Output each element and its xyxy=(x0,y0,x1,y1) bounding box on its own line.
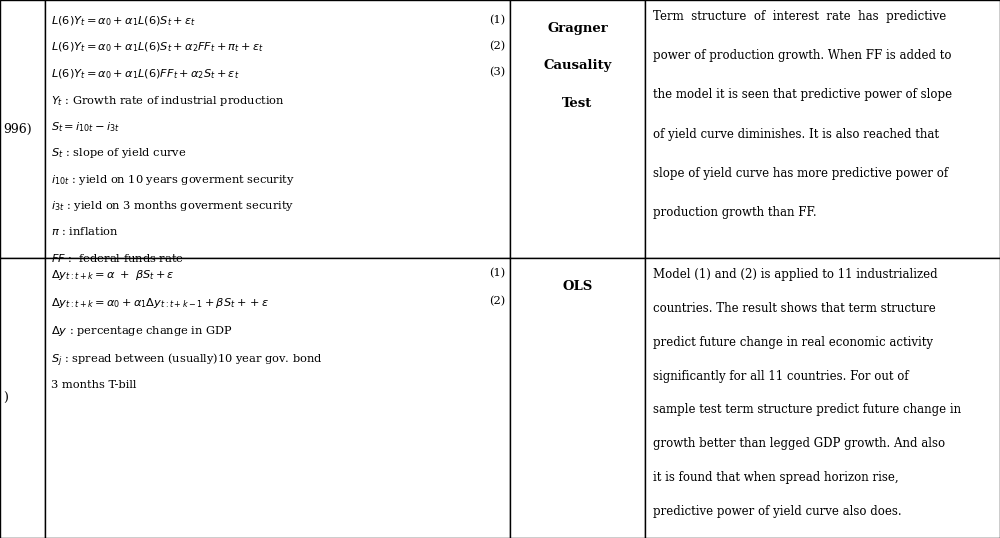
Bar xyxy=(0,258,45,538)
Text: sample test term structure predict future change in: sample test term structure predict futur… xyxy=(653,404,961,416)
Text: $L(6)Y_t = \alpha_0 + \alpha_1 L(6)FF_t + \alpha_2 S_t + \varepsilon_t$: $L(6)Y_t = \alpha_0 + \alpha_1 L(6)FF_t … xyxy=(51,67,239,81)
Bar xyxy=(0,0,45,258)
Text: it is found that when spread horizon rise,: it is found that when spread horizon ris… xyxy=(653,471,899,484)
Text: (1): (1) xyxy=(489,268,505,278)
Text: (2): (2) xyxy=(489,296,505,306)
Text: (3): (3) xyxy=(489,67,505,77)
Text: countries. The result shows that term structure: countries. The result shows that term st… xyxy=(653,302,936,315)
Text: (2): (2) xyxy=(489,41,505,51)
Text: production growth than FF.: production growth than FF. xyxy=(653,206,817,219)
Text: Model (1) and (2) is applied to 11 industrialized: Model (1) and (2) is applied to 11 indus… xyxy=(653,268,938,281)
Text: 996): 996) xyxy=(3,123,32,136)
Text: predict future change in real economic activity: predict future change in real economic a… xyxy=(653,336,933,349)
Bar xyxy=(645,0,1000,258)
Text: growth better than legged GDP growth. And also: growth better than legged GDP growth. An… xyxy=(653,437,945,450)
Text: $FF$ :  federal funds rate: $FF$ : federal funds rate xyxy=(51,252,184,264)
Text: slope of yield curve has more predictive power of: slope of yield curve has more predictive… xyxy=(653,167,948,180)
Text: significantly for all 11 countries. For out of: significantly for all 11 countries. For … xyxy=(653,370,909,383)
Bar xyxy=(645,258,1000,538)
Text: $\Delta y$ : percentage change in GDP: $\Delta y$ : percentage change in GDP xyxy=(51,324,233,338)
Text: $L(6)Y_t = \alpha_0 + \alpha_1 L(6)S_t + \varepsilon_t$: $L(6)Y_t = \alpha_0 + \alpha_1 L(6)S_t +… xyxy=(51,15,196,28)
Text: of yield curve diminishes. It is also reached that: of yield curve diminishes. It is also re… xyxy=(653,128,939,140)
Text: $S_t = i_{10t} - i_{3t}$: $S_t = i_{10t} - i_{3t}$ xyxy=(51,120,120,134)
Text: the model it is seen that predictive power of slope: the model it is seen that predictive pow… xyxy=(653,88,952,101)
Text: Term  structure  of  interest  rate  has  predictive: Term structure of interest rate has pred… xyxy=(653,10,946,23)
Text: $\Delta y_{t:t+k} = \alpha_0 + \alpha_1 \Delta y_{t:t+k-1} + \beta S_t + +\varep: $\Delta y_{t:t+k} = \alpha_0 + \alpha_1 … xyxy=(51,296,269,310)
Bar xyxy=(510,0,645,258)
Text: $i_{10t}$ : yield on 10 years goverment security: $i_{10t}$ : yield on 10 years goverment … xyxy=(51,173,295,187)
Text: $Y_t$ : Growth rate of industrial production: $Y_t$ : Growth rate of industrial produc… xyxy=(51,94,285,108)
Text: ): ) xyxy=(3,392,8,405)
Text: $\pi$ : inflation: $\pi$ : inflation xyxy=(51,225,119,237)
Text: $\Delta y_{t:t+k} = \alpha\ +\ \beta S_t + \varepsilon$: $\Delta y_{t:t+k} = \alpha\ +\ \beta S_t… xyxy=(51,268,175,282)
Text: $S_j$ : spread between (usually)10 year gov. bond: $S_j$ : spread between (usually)10 year … xyxy=(51,352,323,369)
Text: $L(6)Y_t = \alpha_0 + \alpha_1 L(6)S_t + \alpha_2 FF_t + \pi_t + \varepsilon_t$: $L(6)Y_t = \alpha_0 + \alpha_1 L(6)S_t +… xyxy=(51,41,264,54)
Bar xyxy=(45,0,510,258)
Text: Causality: Causality xyxy=(543,59,612,72)
Text: (1): (1) xyxy=(489,15,505,25)
Text: predictive power of yield curve also does.: predictive power of yield curve also doe… xyxy=(653,505,902,518)
Text: 3 months T-bill: 3 months T-bill xyxy=(51,380,136,390)
Text: Gragner: Gragner xyxy=(547,22,608,34)
Text: Test: Test xyxy=(562,97,593,110)
Text: power of production growth. When FF is added to: power of production growth. When FF is a… xyxy=(653,49,952,62)
Bar xyxy=(45,258,510,538)
Text: $i_{3t}$ : yield on 3 months goverment security: $i_{3t}$ : yield on 3 months goverment s… xyxy=(51,199,294,213)
Text: $S_t$ : slope of yield curve: $S_t$ : slope of yield curve xyxy=(51,146,186,160)
Text: OLS: OLS xyxy=(562,280,593,293)
Bar xyxy=(510,258,645,538)
